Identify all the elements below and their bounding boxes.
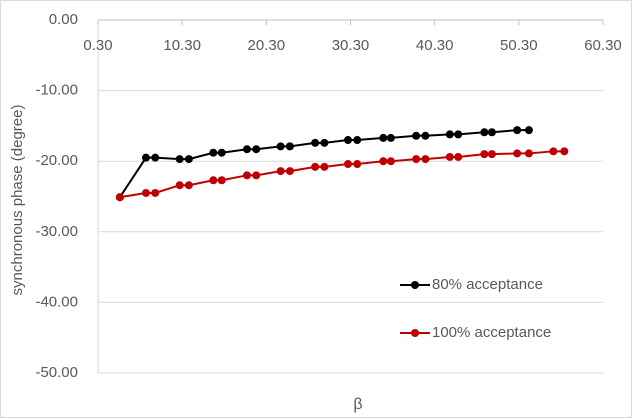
data-point	[353, 160, 362, 169]
data-point	[311, 162, 320, 171]
data-point	[560, 147, 569, 156]
data-point	[421, 131, 430, 140]
data-point	[454, 130, 463, 139]
data-point	[311, 138, 320, 147]
legend-marker	[411, 281, 419, 289]
data-point	[379, 133, 388, 142]
data-point	[454, 152, 463, 161]
data-point	[151, 188, 160, 197]
y-tick-label: -30.00	[35, 223, 78, 240]
data-point	[421, 155, 430, 164]
data-point	[412, 155, 421, 164]
data-point	[242, 171, 251, 180]
data-point	[524, 149, 533, 158]
data-point	[386, 157, 395, 166]
x-tick-label: 0.30	[83, 37, 112, 54]
legend-marker	[411, 329, 419, 337]
data-point	[209, 148, 218, 157]
data-point	[141, 153, 150, 162]
data-point	[285, 167, 294, 176]
data-point	[184, 181, 193, 190]
y-tick-label: -40.00	[35, 293, 78, 310]
data-point	[445, 130, 454, 139]
data-point	[285, 142, 294, 151]
data-point	[353, 136, 362, 145]
data-point	[115, 193, 124, 202]
y-tick-label: -10.00	[35, 82, 78, 99]
y-tick-label: -50.00	[35, 364, 78, 381]
x-axis-title: β	[353, 396, 362, 413]
data-point	[412, 131, 421, 140]
data-point	[487, 150, 496, 159]
x-tick-label: 50.30	[500, 37, 538, 54]
legend-label: 100% acceptance	[432, 324, 551, 341]
data-point	[320, 138, 329, 147]
y-tick-label: -20.00	[35, 152, 78, 169]
x-tick-label: 60.30	[584, 37, 622, 54]
data-point	[445, 152, 454, 161]
data-point	[151, 153, 160, 162]
data-point	[487, 128, 496, 137]
x-tick-label: 10.30	[163, 37, 201, 54]
data-point	[343, 160, 352, 169]
data-point	[386, 133, 395, 142]
data-point	[480, 128, 489, 137]
data-point	[320, 162, 329, 171]
data-point	[276, 167, 285, 176]
x-tick-label: 30.30	[332, 37, 370, 54]
data-point	[252, 171, 261, 180]
x-tick-label: 20.30	[248, 37, 286, 54]
data-point	[549, 147, 558, 156]
x-tick-label: 40.30	[416, 37, 454, 54]
data-point	[343, 136, 352, 145]
data-point	[141, 188, 150, 197]
data-point	[175, 155, 184, 164]
data-point	[379, 157, 388, 166]
data-point	[513, 126, 522, 135]
data-point	[252, 145, 261, 154]
y-axis-title: synchronous phase (degree)	[9, 105, 26, 296]
y-tick-label: 0.00	[49, 11, 78, 28]
data-point	[209, 176, 218, 185]
data-point	[480, 150, 489, 159]
data-point	[184, 155, 193, 164]
data-point	[513, 149, 522, 158]
data-point	[276, 142, 285, 151]
data-point	[217, 148, 226, 157]
data-point	[524, 126, 533, 135]
data-point	[175, 181, 184, 190]
data-point	[242, 145, 251, 154]
legend-label: 80% acceptance	[432, 276, 543, 293]
data-point	[217, 176, 226, 185]
